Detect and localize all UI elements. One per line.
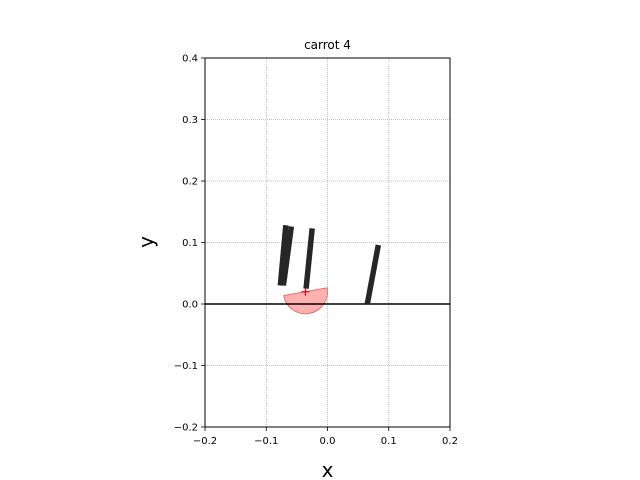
x-axis-ticks: −0.2 −0.1 0.0 0.1 0.2: [193, 427, 458, 447]
y-tick-label: 0.3: [182, 115, 198, 126]
y-tick-label: 0.1: [182, 238, 198, 249]
rod: [303, 228, 315, 289]
rod: [364, 244, 382, 305]
x-tick-label: 0.0: [320, 436, 336, 447]
y-tick-label: 0.4: [182, 54, 198, 65]
rod: [277, 225, 289, 286]
x-tick-label: −0.1: [254, 436, 278, 447]
y-tick-label: 0.0: [182, 300, 198, 311]
y-axis-ticks: −0.2 −0.1 0.0 0.1 0.2 0.3 0.4: [174, 54, 205, 434]
y-axis-label: y: [134, 236, 158, 248]
rod: [280, 226, 295, 286]
x-tick-label: 0.2: [442, 436, 458, 447]
y-tick-label: −0.2: [174, 423, 198, 434]
x-tick-label: 0.1: [381, 436, 397, 447]
x-axis-label: x: [322, 458, 334, 480]
grid-lines: [204, 57, 451, 428]
x-tick-label: −0.2: [193, 436, 217, 447]
chart-title: carrot 4: [304, 38, 351, 52]
data-layer: [205, 225, 450, 315]
center-marker: [301, 287, 310, 296]
semicircle-body: [283, 287, 328, 315]
y-tick-label: 0.2: [182, 177, 198, 188]
y-tick-label: −0.1: [174, 361, 198, 372]
